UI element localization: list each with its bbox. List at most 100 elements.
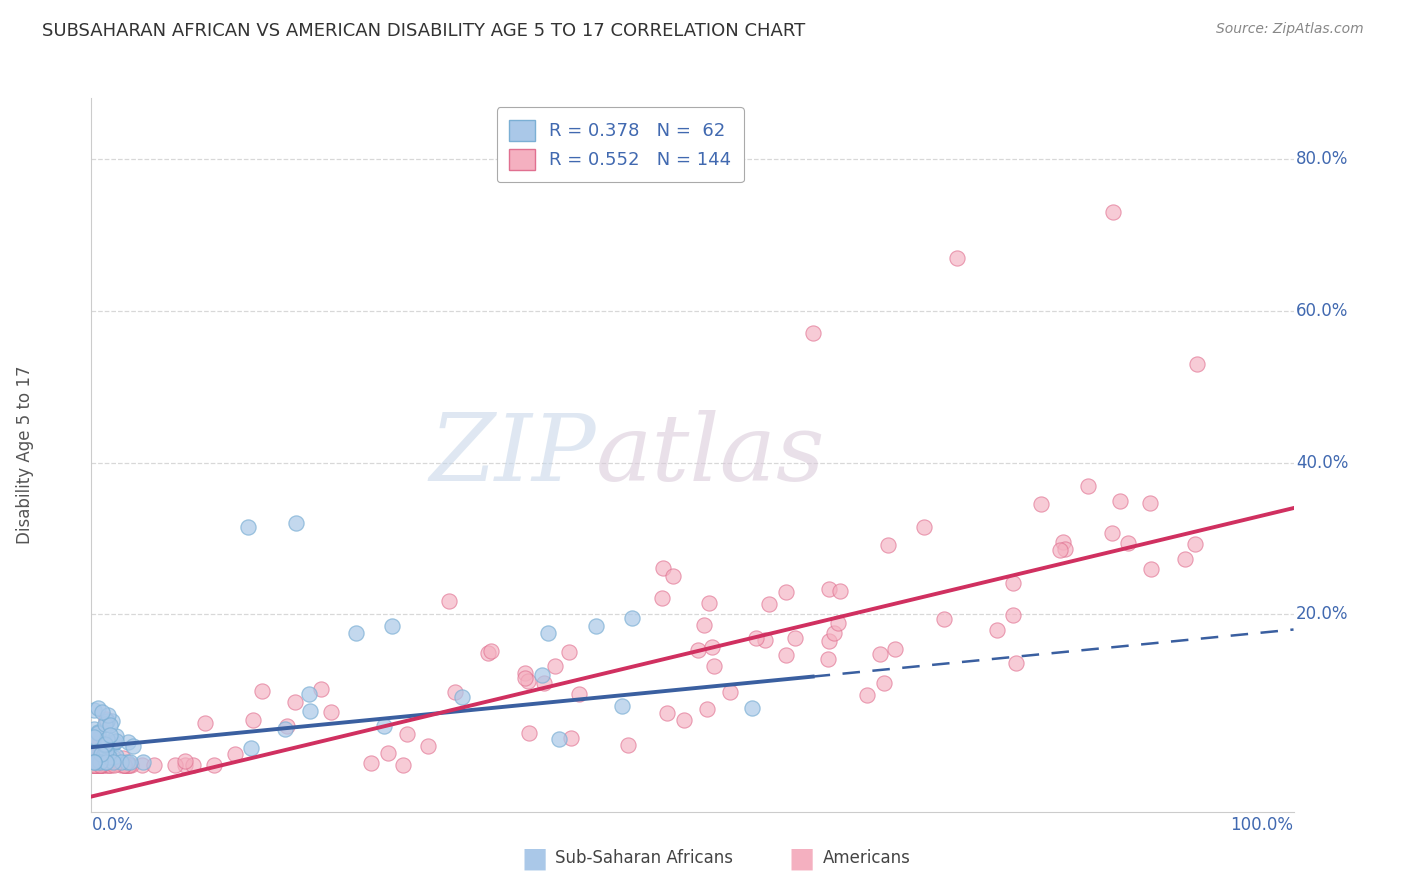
Text: Disability Age 5 to 17: Disability Age 5 to 17	[17, 366, 34, 544]
Point	[817, 633, 839, 648]
Point	[986, 623, 1008, 637]
Point	[1049, 543, 1071, 558]
Point	[83, 756, 105, 770]
Point	[876, 538, 898, 552]
Point	[117, 757, 139, 772]
Point	[98, 728, 121, 742]
Point	[744, 632, 766, 646]
Point	[568, 688, 591, 702]
Point	[104, 729, 127, 743]
Point	[83, 757, 105, 772]
Text: ZIP: ZIP	[430, 410, 596, 500]
Point	[418, 739, 440, 753]
Point	[450, 690, 472, 704]
Text: SUBSAHARAN AFRICAN VS AMERICAN DISABILITY AGE 5 TO 17 CORRELATION CHART: SUBSAHARAN AFRICAN VS AMERICAN DISABILIT…	[42, 22, 806, 40]
Point	[585, 618, 607, 632]
Point	[395, 727, 418, 741]
Point	[1001, 576, 1024, 591]
Point	[83, 757, 105, 772]
Point	[96, 755, 118, 769]
Point	[97, 753, 120, 767]
Point	[86, 757, 108, 772]
Point	[693, 618, 716, 632]
Point	[94, 756, 117, 770]
Point	[83, 757, 105, 772]
Point	[242, 713, 264, 727]
Point	[104, 733, 127, 747]
Point	[121, 757, 143, 772]
Point	[83, 723, 105, 737]
Point	[103, 757, 125, 772]
Point	[823, 625, 845, 640]
Point	[83, 757, 105, 772]
Point	[697, 596, 720, 610]
Point	[321, 705, 343, 719]
Point	[194, 715, 217, 730]
Point	[557, 645, 579, 659]
Text: 0.0%: 0.0%	[91, 815, 134, 833]
Point	[89, 757, 111, 772]
Point	[90, 757, 112, 772]
Point	[1173, 552, 1195, 566]
Point	[91, 757, 114, 772]
Point	[284, 695, 307, 709]
Point	[298, 687, 321, 701]
Point	[783, 632, 806, 646]
Point	[94, 717, 117, 731]
Point	[86, 753, 108, 767]
Point	[87, 757, 110, 772]
Point	[856, 688, 879, 702]
Point	[86, 757, 108, 772]
Point	[828, 584, 851, 599]
Text: Americans: Americans	[823, 849, 911, 867]
Point	[1140, 562, 1163, 576]
Point	[651, 591, 673, 606]
Point	[83, 757, 105, 772]
Point	[617, 739, 640, 753]
Point	[118, 757, 141, 772]
Point	[274, 722, 297, 736]
Point	[84, 757, 107, 772]
Point	[775, 585, 797, 599]
Point	[87, 747, 110, 762]
Text: 60.0%: 60.0%	[1296, 301, 1348, 319]
Point	[239, 740, 262, 755]
Point	[377, 747, 399, 761]
Point	[519, 726, 541, 740]
Point	[87, 752, 110, 766]
Point	[101, 756, 124, 770]
Point	[381, 618, 404, 632]
Point	[83, 757, 105, 772]
Point	[86, 757, 108, 772]
Point	[652, 561, 675, 575]
Point	[83, 756, 105, 770]
Point	[299, 704, 322, 718]
Point	[83, 736, 105, 750]
Point	[87, 726, 110, 740]
Point	[236, 520, 259, 534]
Point	[83, 757, 105, 772]
Point	[101, 750, 124, 764]
Point	[84, 757, 107, 772]
Point	[86, 725, 108, 739]
Point	[1101, 525, 1123, 540]
Point	[103, 734, 125, 748]
Point	[560, 731, 582, 745]
Point	[89, 757, 111, 772]
Point	[110, 756, 132, 770]
Point	[94, 743, 117, 757]
Text: Sub-Saharan Africans: Sub-Saharan Africans	[555, 849, 734, 867]
Point	[479, 644, 502, 658]
Point	[818, 582, 841, 596]
Point	[90, 757, 112, 772]
Point	[83, 757, 105, 772]
Legend: R = 0.378   N =  62, R = 0.552   N = 144: R = 0.378 N = 62, R = 0.552 N = 144	[496, 107, 744, 182]
Point	[97, 750, 120, 764]
Point	[83, 703, 105, 717]
Point	[98, 717, 121, 731]
Point	[672, 714, 695, 728]
Point	[96, 714, 118, 728]
Point	[83, 757, 105, 772]
Point	[183, 757, 205, 772]
Point	[98, 755, 121, 769]
